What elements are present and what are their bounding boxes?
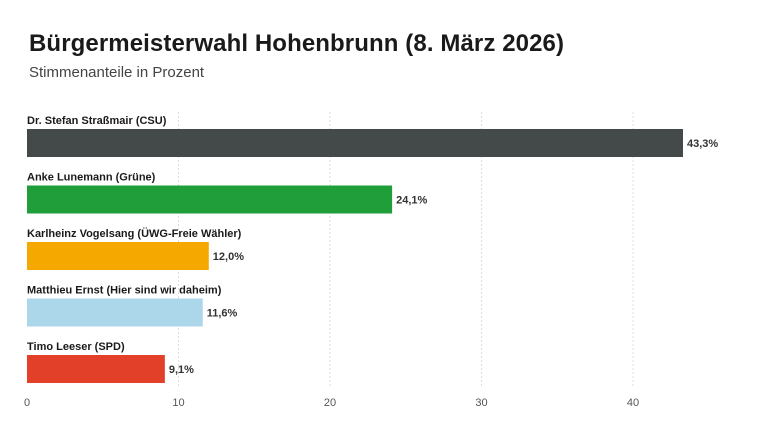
category-label: Matthieu Ernst (Hier sind wir daheim) xyxy=(27,285,222,297)
category-label: Dr. Stefan Straßmair (CSU) xyxy=(27,115,167,127)
value-label: 11,6% xyxy=(207,308,238,320)
category-label: Anke Lunemann (Grüne) xyxy=(27,172,156,184)
x-tick-label: 0 xyxy=(24,397,30,409)
x-tick-label: 10 xyxy=(172,397,184,409)
bar xyxy=(27,242,209,270)
value-label: 24,1% xyxy=(396,195,427,207)
x-tick-label: 30 xyxy=(475,397,487,409)
value-label: 43,3% xyxy=(687,138,718,150)
chart-title: Bürgermeisterwahl Hohenbrunn (8. März 20… xyxy=(29,30,565,57)
x-tick-label: 20 xyxy=(324,397,336,409)
bar xyxy=(27,129,683,157)
x-tick-label: 40 xyxy=(627,397,639,409)
bar xyxy=(27,355,165,383)
chart-subtitle: Stimmenanteile in Prozent xyxy=(29,64,205,81)
category-label: Karlheinz Vogelsang (ÜWG-Freie Wähler) xyxy=(27,227,242,240)
category-label: Timo Leeser (SPD) xyxy=(27,341,125,353)
value-label: 12,0% xyxy=(213,251,244,263)
bar xyxy=(27,185,393,214)
value-label: 9,1% xyxy=(169,364,194,376)
bar xyxy=(27,298,203,327)
